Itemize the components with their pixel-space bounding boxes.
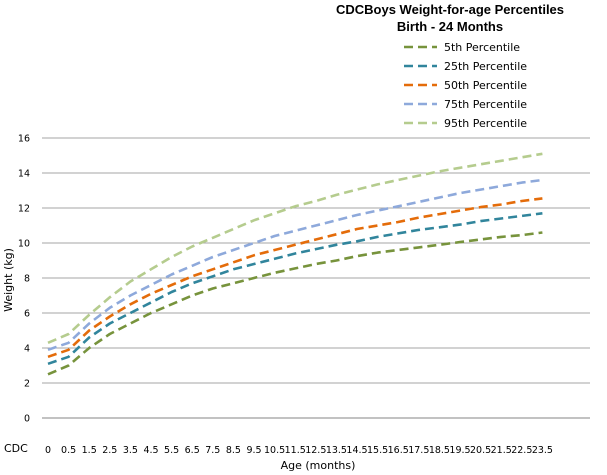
x-tick-label: 16.5: [388, 445, 409, 456]
x-tick-label: 17.5: [408, 445, 429, 456]
x-axis-title: Age (months): [281, 459, 356, 472]
x-tick-label: 4.5: [143, 445, 158, 456]
y-tick-label: 6: [24, 309, 30, 320]
x-tick-label: 20.5: [470, 445, 491, 456]
y-tick-label: 4: [24, 344, 30, 355]
x-tick-label: 15.5: [367, 445, 388, 456]
y-tick-label: 0: [24, 414, 30, 425]
series-line-2: [47, 197, 543, 359]
x-tick-label: 14.5: [346, 445, 367, 456]
legend-label-2: 50th Percentile: [444, 79, 527, 92]
series-line-1: [47, 212, 543, 366]
series-line-3: [47, 178, 543, 352]
y-tick-label: 2: [24, 379, 30, 390]
y-tick-label: 8: [24, 274, 30, 285]
y-tick-label: 14: [18, 169, 30, 180]
x-tick-label: 1.5: [82, 445, 97, 456]
x-tick-label: 11.5: [285, 445, 306, 456]
series-line-0: [47, 231, 543, 376]
legend-label-0: 5th Percentile: [444, 41, 520, 54]
x-tick-label: 12.5: [305, 445, 326, 456]
x-tick-label: 0.5: [61, 445, 76, 456]
x-tick-label: 0: [45, 445, 51, 456]
y-tick-label: 12: [18, 204, 30, 215]
legend-label-3: 75th Percentile: [444, 98, 527, 111]
x-tick-label: 9.5: [246, 445, 261, 456]
x-tick-label: 7.5: [205, 445, 220, 456]
x-tick-label: 18.5: [429, 445, 450, 456]
x-tick-label: 19.5: [449, 445, 470, 456]
x-tick-label: 22.5: [511, 445, 532, 456]
x-tick-label: 6.5: [185, 445, 200, 456]
x-tick-label: 8.5: [226, 445, 241, 456]
x-tick-label: 2.5: [102, 445, 117, 456]
x-tick-label: 10.5: [264, 445, 285, 456]
x-tick-label: 23.5: [532, 445, 553, 456]
chart-subtitle: Birth - 24 Months: [396, 19, 504, 34]
y-tick-label: 16: [18, 134, 30, 145]
legend-label-4: 95th Percentile: [444, 117, 527, 130]
series-line-4: [47, 152, 543, 344]
x-tick-label: 21.5: [491, 445, 512, 456]
footnote-cdc: CDC: [4, 442, 28, 455]
y-tick-label: 10: [18, 239, 30, 250]
x-tick-label: 5.5: [164, 445, 179, 456]
chart-title: CDCBoys Weight-for-age Percentiles: [335, 2, 565, 17]
x-tick-label: 13.5: [326, 445, 347, 456]
y-axis-title: Weight (kg): [2, 248, 15, 312]
legend-label-1: 25th Percentile: [444, 60, 527, 73]
x-tick-label: 3.5: [123, 445, 138, 456]
